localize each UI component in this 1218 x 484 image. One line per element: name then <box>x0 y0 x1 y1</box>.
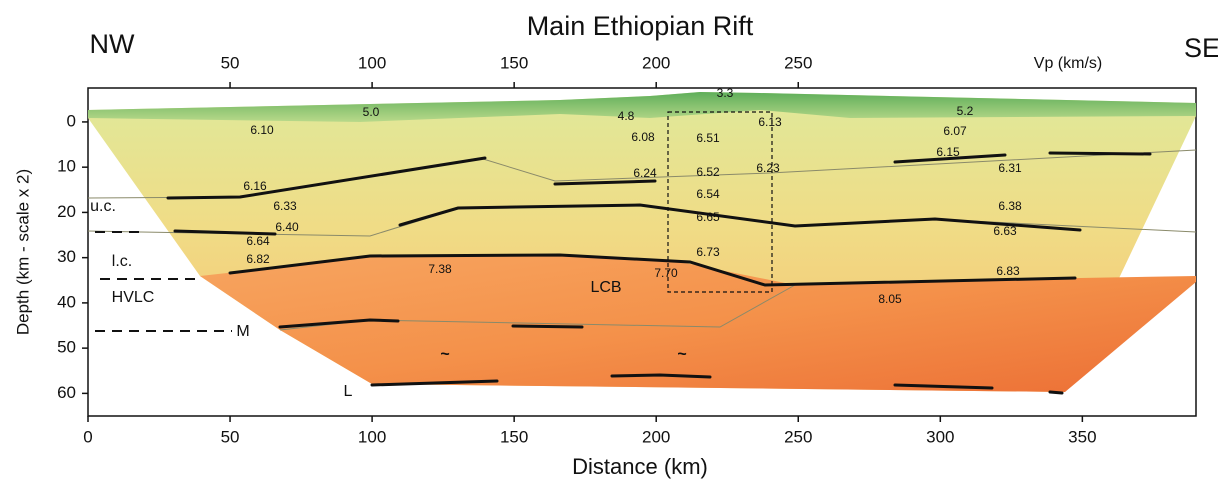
top-tick-label: 250 <box>784 53 812 72</box>
y-tick-label: 60 <box>57 383 76 402</box>
annotation: L <box>344 383 353 400</box>
y-tick-label: 50 <box>57 338 76 357</box>
velocity-label: 6.51 <box>696 131 720 145</box>
velocity-label: 6.65 <box>696 210 720 224</box>
annotation: u.c. <box>90 198 116 215</box>
x-tick-label: 200 <box>642 427 670 446</box>
velocity-label: 5.2 <box>957 104 974 118</box>
annotation: HVLC <box>112 289 155 306</box>
top-tick-label: 150 <box>500 53 528 72</box>
top-tick-label: 200 <box>642 53 670 72</box>
velocity-label: 6.63 <box>993 224 1017 238</box>
plot-frame <box>87 87 1197 417</box>
velocity-label: 6.52 <box>696 165 720 179</box>
velocity-label: 6.31 <box>998 161 1022 175</box>
annotation: LCB <box>590 279 621 296</box>
velocity-label: 8.05 <box>878 292 902 306</box>
y-label: Depth (km - scale x 2) <box>13 169 32 335</box>
x-tick-label: 350 <box>1068 427 1096 446</box>
x-tick-label: 250 <box>784 427 812 446</box>
reflectors <box>166 151 1152 395</box>
model-sediment <box>88 92 1196 122</box>
box <box>667 111 773 293</box>
annotation: l.c. <box>112 253 132 270</box>
x-tick-label: 300 <box>926 427 954 446</box>
velocity-label: 6.15 <box>936 145 960 159</box>
title: Main Ethiopian Rift <box>527 11 754 41</box>
right-label: SE <box>1184 33 1218 63</box>
velocity-label: 6.13 <box>758 115 782 129</box>
velocity-label: 6.54 <box>696 187 720 201</box>
y-tick-label: 30 <box>57 247 76 266</box>
y-tick-label: 0 <box>67 111 76 130</box>
annotation: M <box>236 323 249 340</box>
annotation: ~ <box>677 346 686 363</box>
velocity-label: 3.3 <box>717 86 734 100</box>
left-label: NW <box>90 29 135 59</box>
x-tick-label: 150 <box>500 427 528 446</box>
x-tick-label: 0 <box>83 427 92 446</box>
velocity-label: 7.70 <box>654 266 678 280</box>
left-dashes <box>95 231 232 332</box>
velocity-label: 6.40 <box>275 220 299 234</box>
velocity-label: 6.33 <box>273 199 297 213</box>
y-tick-label: 20 <box>57 202 76 221</box>
velocity-label: 6.38 <box>998 199 1022 213</box>
velocity-label: 5.0 <box>363 105 380 119</box>
velocity-label: 6.82 <box>246 252 270 266</box>
velocity-label: 6.64 <box>246 234 270 248</box>
velocity-label: 6.83 <box>996 264 1020 278</box>
y-tick-label: 10 <box>57 157 76 176</box>
x-label: Distance (km) <box>572 454 708 479</box>
velocity-label: 6.23 <box>756 161 780 175</box>
velocity-label: 6.07 <box>943 124 967 138</box>
velocity-label: 6.08 <box>631 130 655 144</box>
model-lower <box>200 255 1196 392</box>
x-tick-label: 50 <box>221 427 240 446</box>
top-tick-label: 100 <box>358 53 386 72</box>
velocity-label: 6.73 <box>696 245 720 259</box>
top-tick-label: 50 <box>221 53 240 72</box>
x-tick-label: 100 <box>358 427 386 446</box>
velocity-label: 6.10 <box>250 123 274 137</box>
top-axis-label: Vp (km/s) <box>1034 55 1102 72</box>
velocity-label: 4.8 <box>618 109 635 123</box>
velocity-label: 7.38 <box>428 262 452 276</box>
annotation: ~ <box>440 346 449 363</box>
velocity-label: 6.24 <box>633 166 657 180</box>
velocity-label: 6.16 <box>243 179 267 193</box>
y-tick-label: 40 <box>57 292 76 311</box>
